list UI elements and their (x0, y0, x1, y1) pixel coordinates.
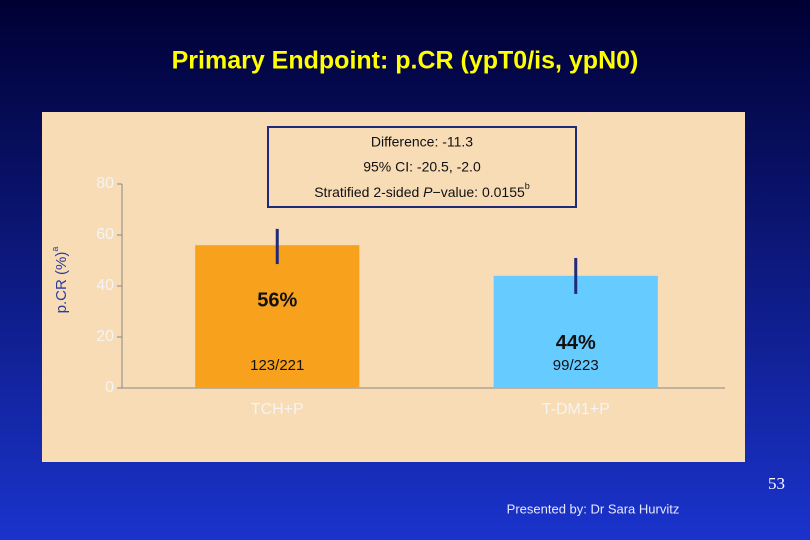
bar (493, 275, 658, 388)
y-tick-label: 20 (96, 328, 114, 345)
annotation-box (267, 126, 577, 208)
annotation-sup: b (525, 181, 530, 191)
annotation-part: −value: 0.0155 (433, 184, 525, 200)
y-tick-label: 80 (96, 175, 114, 192)
count-label: 99/223 (553, 357, 599, 374)
x-tick-label: T-DM1+P (542, 401, 610, 418)
annotation-text: Difference: -11.3 (371, 134, 473, 150)
y-tick-label: 0 (105, 379, 114, 396)
y-axis-label: p.CR (%)a (50, 247, 70, 314)
chart-title: Primary Endpoint: p.CR (ypT0/is, ypN0) (172, 47, 639, 75)
y-label-sup: a (50, 247, 60, 252)
x-tick-label: TCH+P (251, 401, 304, 418)
annotation-part: P (423, 184, 433, 200)
y-label-text: p.CR (%) (53, 252, 70, 314)
presenter: Presented by: Dr Sara Hurvitz (507, 501, 680, 516)
value-label: 56% (257, 289, 297, 311)
value-label: 44% (556, 332, 596, 354)
page-number: 53 (768, 474, 785, 493)
y-tick-label: 60 (96, 226, 114, 243)
y-tick-label: 40 (96, 277, 114, 294)
count-label: 123/221 (250, 357, 304, 374)
annotation-text: Stratified 2-sided P−value: 0.0155b (314, 181, 530, 199)
bar (195, 245, 360, 388)
annotation-part: Stratified 2-sided (314, 184, 423, 200)
annotation-text: 95% CI: -20.5, -2.0 (363, 159, 481, 175)
